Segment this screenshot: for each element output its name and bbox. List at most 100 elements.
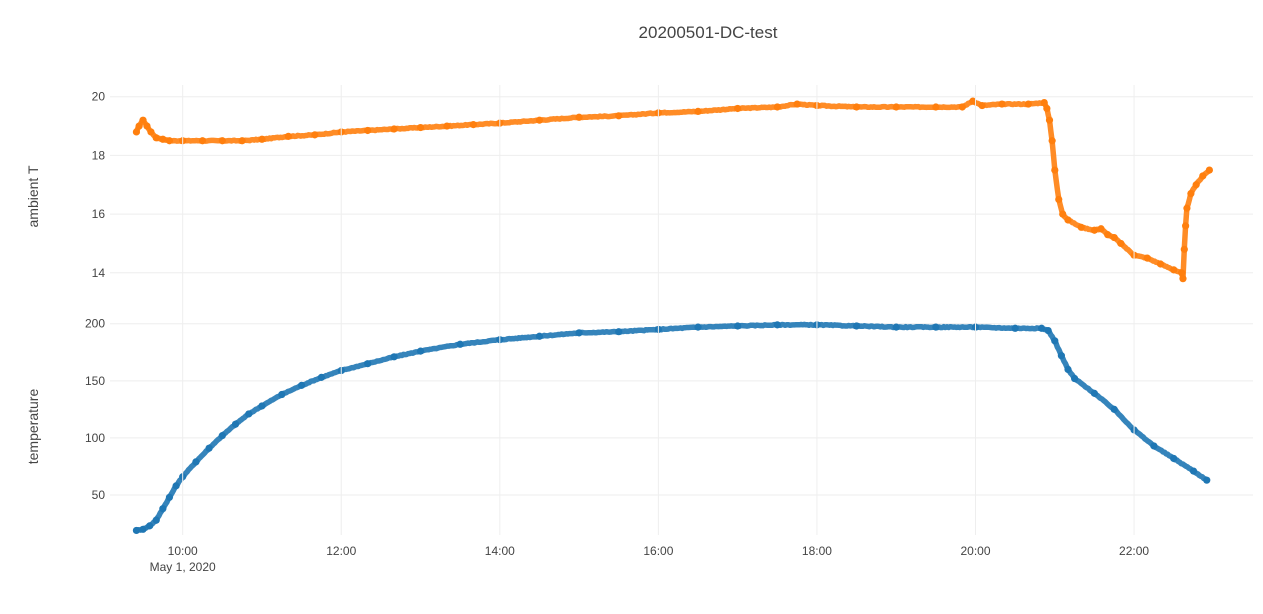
data-point bbox=[694, 323, 702, 331]
y-tick-label: 150 bbox=[85, 374, 105, 388]
temperature-series bbox=[132, 321, 1211, 535]
x-tick-label: 12:00 bbox=[326, 544, 356, 558]
data-point bbox=[218, 137, 226, 145]
data-point bbox=[892, 103, 900, 111]
data-point bbox=[238, 137, 246, 145]
data-point bbox=[1097, 225, 1105, 233]
chart-title: 20200501-DC-test bbox=[639, 23, 778, 42]
data-point bbox=[932, 323, 940, 331]
data-point bbox=[1192, 181, 1200, 189]
y-tick-label: 50 bbox=[92, 488, 106, 502]
temperature-y-ticks: 50 100 150 200 bbox=[85, 317, 105, 502]
data-point bbox=[469, 121, 477, 129]
data-point bbox=[159, 135, 167, 143]
temperature-grid bbox=[110, 323, 1253, 496]
data-point bbox=[205, 444, 213, 452]
data-point bbox=[958, 103, 966, 111]
data-point bbox=[192, 458, 200, 466]
data-point bbox=[615, 112, 623, 120]
data-point bbox=[143, 122, 151, 130]
ambient-grid bbox=[110, 96, 1253, 274]
data-point bbox=[1051, 337, 1059, 345]
data-point bbox=[1077, 223, 1085, 231]
data-point bbox=[416, 123, 425, 132]
data-point bbox=[734, 104, 742, 113]
y-tick-label: 14 bbox=[92, 266, 106, 280]
data-point bbox=[1179, 275, 1187, 283]
ambient-y-ticks: 14 16 18 20 bbox=[92, 90, 106, 280]
data-point bbox=[390, 125, 398, 133]
temperature-panel: 50 100 150 200 temperature bbox=[25, 317, 1253, 535]
data-point bbox=[1180, 245, 1188, 253]
data-point bbox=[132, 128, 141, 136]
data-point bbox=[1048, 137, 1056, 145]
data-point bbox=[575, 113, 583, 121]
data-point bbox=[152, 516, 160, 524]
data-point bbox=[258, 402, 266, 410]
y-tick-label: 200 bbox=[85, 317, 105, 331]
data-point bbox=[773, 321, 781, 329]
data-point bbox=[793, 100, 801, 108]
data-point bbox=[364, 126, 372, 135]
data-point bbox=[172, 482, 180, 490]
y-tick-label: 100 bbox=[85, 431, 105, 445]
data-point bbox=[1090, 389, 1099, 397]
data-point bbox=[1178, 269, 1186, 277]
y-tick-label: 20 bbox=[92, 90, 106, 104]
data-point bbox=[146, 522, 154, 530]
data-point bbox=[198, 137, 207, 145]
data-point bbox=[1187, 189, 1195, 198]
data-point bbox=[298, 381, 306, 389]
data-point bbox=[231, 420, 240, 428]
data-point bbox=[773, 103, 781, 111]
data-point bbox=[1055, 195, 1063, 204]
data-point bbox=[1156, 260, 1165, 268]
ambient-y-axis-title: ambient T bbox=[25, 165, 41, 227]
data-point bbox=[1170, 454, 1178, 463]
data-point bbox=[852, 322, 861, 330]
data-point bbox=[218, 432, 226, 440]
data-point bbox=[456, 340, 464, 348]
ambient-series bbox=[132, 97, 1213, 283]
data-point bbox=[317, 373, 326, 381]
data-point bbox=[1057, 352, 1065, 360]
data-point bbox=[1064, 365, 1072, 373]
data-point bbox=[139, 116, 147, 124]
data-point bbox=[284, 132, 292, 140]
data-point bbox=[364, 360, 372, 368]
data-point bbox=[1182, 222, 1190, 230]
data-point bbox=[245, 410, 253, 418]
data-point bbox=[1024, 100, 1032, 108]
x-tick-label: 10:00 bbox=[168, 544, 198, 558]
data-point bbox=[165, 493, 174, 501]
data-point bbox=[1040, 99, 1048, 107]
data-point bbox=[932, 103, 940, 111]
data-point bbox=[978, 101, 986, 110]
data-point bbox=[416, 347, 425, 355]
data-point bbox=[535, 116, 544, 124]
data-point bbox=[1183, 204, 1191, 212]
series-line bbox=[133, 321, 1210, 534]
data-point bbox=[1199, 172, 1207, 180]
data-point bbox=[1037, 324, 1046, 332]
data-point bbox=[1117, 239, 1125, 248]
data-point bbox=[311, 131, 319, 139]
data-point bbox=[147, 128, 155, 136]
data-point bbox=[1110, 233, 1118, 242]
y-tick-label: 18 bbox=[92, 148, 106, 162]
data-point bbox=[734, 322, 742, 330]
data-point bbox=[1110, 405, 1118, 413]
data-point bbox=[1051, 166, 1059, 174]
data-point bbox=[852, 103, 861, 111]
data-point bbox=[165, 137, 174, 145]
x-tick-label: 20:00 bbox=[960, 544, 990, 558]
data-point bbox=[615, 328, 623, 336]
x-tick-label: 18:00 bbox=[802, 544, 832, 558]
data-point bbox=[1090, 226, 1099, 234]
data-point bbox=[998, 100, 1006, 108]
x-axis-ticks: 10:00 May 1, 2020 12:00 14:00 16:00 18:00 20:0… bbox=[150, 544, 1150, 574]
data-point bbox=[1064, 216, 1072, 224]
data-point bbox=[694, 107, 702, 116]
